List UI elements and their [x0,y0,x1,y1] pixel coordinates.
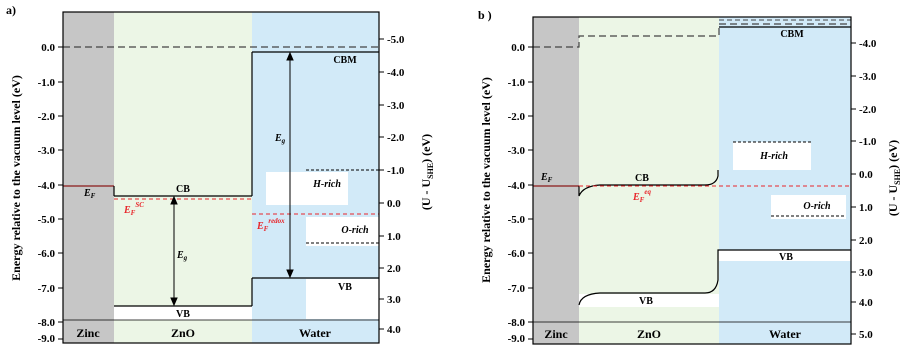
region-label-zno: ZnO [637,327,661,341]
right-tick-label: -4.0 [387,67,405,79]
hrich-box-b [733,142,811,170]
right-ticks-b [851,42,856,335]
right-axis-title: (U - USHE) (eV) [886,140,902,216]
right-tick-label: -2.0 [859,104,877,116]
left-tick-label: -7.0 [508,283,526,295]
left-tick-label: -1.0 [38,77,56,89]
orich-box-a [306,217,385,246]
right-tick-label: -3.0 [387,100,405,112]
left-tick-label: -7.0 [38,283,56,295]
left-tick-label: -2.0 [38,111,56,123]
fermi-label-sc: EFSC [123,201,144,217]
orich-label-b: O-rich [803,201,831,212]
vb-water-box-b [719,250,851,261]
right-tick-label: -3.0 [859,71,877,83]
eq-fermi-label-b: EFeq [632,188,651,204]
left-tick-label: -9.0 [38,333,56,345]
orich-label-a: O-rich [341,225,369,236]
right-tick-label: 4.0 [859,297,873,309]
right-tick-label: 2.0 [859,235,873,247]
vb-zno-box-b [579,294,719,307]
left-ticks-a [58,46,63,340]
region-label-zinc: Zinc [544,327,568,341]
cb-label-a: CB [176,184,190,195]
right-tick-label: -2.0 [387,132,405,144]
right-tick-label: 1.0 [387,231,401,243]
vacuum-level-line-b [533,23,851,48]
left-tick-label: -8.0 [38,317,56,329]
left-axis-title: Energy relative to the vacuum level (eV) [9,75,23,281]
vb-label-zno-b: VB [639,296,653,307]
zno-cb-curve-b [578,170,719,197]
region-label-water: Water [299,326,332,340]
right-tick-label: 3.0 [387,294,401,306]
left-tick-label: -3.0 [508,145,526,157]
left-tick-label: -8.0 [508,317,526,329]
zinc-region-a [63,12,114,343]
axis-frame-a [62,11,380,344]
left-tick-label: -5.0 [38,214,56,226]
fermi-label-zinc-b: EF [540,172,553,184]
left-tick-label: -9.0 [508,333,526,345]
right-tick-label: 0.0 [859,169,873,181]
panel-a: 0.0 -1.0 -2.0 -3.0 -4.0 -5.0 -6.0 -7.0 -… [6,3,435,345]
left-tick-label: 0.0 [41,42,55,54]
zno-region-a [114,12,252,343]
panel-tag: b ) [478,8,492,22]
right-tick-label: 1.0 [859,202,873,214]
panel-tag: a) [6,3,16,17]
region-label-zno: ZnO [171,326,195,340]
redox-label-a: EFredox [256,217,285,233]
right-tick-label: 4.0 [387,324,401,336]
left-ticks-b [528,46,533,340]
fermi-label-zinc: EF [83,188,96,200]
right-axis-title: (U - USHE) (eV) [419,134,435,210]
region-label-zinc: Zinc [76,326,100,340]
left-tick-label: 0.0 [511,42,525,54]
vb-label-water-a: VB [338,282,352,293]
hrich-box-a [266,172,348,205]
region-label-water: Water [769,327,802,341]
eg-label-water-a: Eg [274,133,286,145]
left-tick-label: -6.0 [508,248,526,260]
left-tick-label: -3.0 [38,145,56,157]
left-tick-label: -4.0 [38,180,56,192]
zno-vb-curve-b [578,249,851,306]
cb-label-b: CB [635,173,649,184]
zno-region-b [579,17,719,344]
right-tick-label: -1.0 [859,136,877,148]
axis-frame-b [532,16,852,345]
right-tick-label: -4.0 [859,38,877,50]
orich-box-b [771,195,846,219]
left-tick-label: -1.0 [508,77,526,89]
cbm-label-a: CBM [333,55,357,66]
right-tick-label: 3.0 [859,267,873,279]
right-tick-label: 0.0 [387,198,401,210]
right-tick-label: -1.0 [387,165,405,177]
eg-arrow-zno-a [170,195,178,307]
hrich-label-a: H-rich [312,179,341,190]
vb-water-box-a [306,279,379,319]
left-tick-label: -4.0 [508,180,526,192]
right-ticks-a [379,38,384,330]
zinc-region-b [533,17,579,344]
vb-label-water-b: VB [779,252,793,263]
panel-b: 0.0 -1.0 -2.0 -3.0 -4.0 -5.0 -6.0 -7.0 -… [478,8,902,345]
vb-zno-box-a [114,306,252,320]
eg-label-zno-a: Eg [176,250,188,262]
left-tick-label: -6.0 [38,248,56,260]
left-tick-label: -2.0 [508,111,526,123]
right-tick-label: 5.0 [859,329,873,341]
eg-arrow-water-a [286,51,294,279]
left-axis-title: Energy relative to the vacuum level (eV) [479,77,493,283]
right-tick-label: 2.0 [387,263,401,275]
cbm-label-b: CBM [780,29,804,40]
water-region-b [719,17,851,344]
left-tick-label: -5.0 [508,214,526,226]
hrich-label-b: H-rich [759,151,788,162]
vb-label-zno-a: VB [176,309,190,320]
right-tick-label: -5.0 [387,34,405,46]
